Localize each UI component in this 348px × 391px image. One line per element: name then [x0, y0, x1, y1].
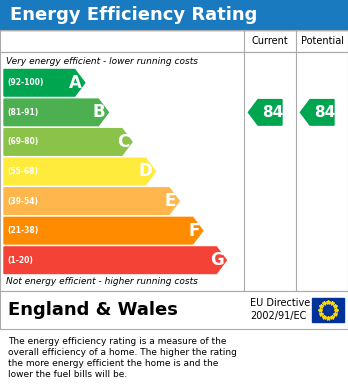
Polygon shape	[4, 188, 179, 214]
Polygon shape	[4, 99, 108, 126]
Text: Energy Efficiency Rating: Energy Efficiency Rating	[10, 6, 258, 24]
Text: England & Wales: England & Wales	[8, 301, 178, 319]
Text: D: D	[139, 163, 153, 181]
Text: 84: 84	[262, 105, 283, 120]
Bar	[0, 30, 348, 52]
Text: (1-20): (1-20)	[7, 256, 33, 265]
Text: 84: 84	[314, 105, 335, 120]
Text: overall efficiency of a home. The higher the rating: overall efficiency of a home. The higher…	[8, 348, 237, 357]
Text: G: G	[209, 251, 223, 269]
Polygon shape	[300, 100, 334, 125]
Bar	[0, 0, 348, 30]
Text: F: F	[188, 222, 200, 240]
Polygon shape	[4, 158, 156, 185]
Text: the more energy efficient the home is and the: the more energy efficient the home is an…	[8, 359, 219, 368]
Text: Current: Current	[252, 36, 288, 46]
Text: (92-100): (92-100)	[7, 78, 44, 87]
Text: The energy efficiency rating is a measure of the: The energy efficiency rating is a measur…	[8, 337, 227, 346]
Text: (69-80): (69-80)	[7, 137, 38, 146]
Text: Potential: Potential	[301, 36, 343, 46]
Text: Not energy efficient - higher running costs: Not energy efficient - higher running co…	[6, 278, 198, 287]
Text: B: B	[93, 103, 105, 121]
Polygon shape	[4, 129, 132, 155]
Text: A: A	[69, 74, 82, 92]
Text: E: E	[165, 192, 176, 210]
Bar	[312, 298, 344, 322]
Bar	[0, 52, 348, 291]
Text: EU Directive: EU Directive	[250, 298, 310, 308]
Polygon shape	[4, 247, 227, 273]
Text: (39-54): (39-54)	[7, 197, 38, 206]
Text: 2002/91/EC: 2002/91/EC	[250, 311, 306, 321]
Text: Very energy efficient - lower running costs: Very energy efficient - lower running co…	[6, 57, 198, 66]
Polygon shape	[248, 100, 282, 125]
Text: lower the fuel bills will be.: lower the fuel bills will be.	[8, 370, 127, 379]
Text: (21-38): (21-38)	[7, 226, 38, 235]
Polygon shape	[4, 217, 203, 244]
Polygon shape	[4, 70, 85, 96]
Text: C: C	[117, 133, 129, 151]
Text: (55-68): (55-68)	[7, 167, 38, 176]
Text: (81-91): (81-91)	[7, 108, 38, 117]
Bar	[0, 291, 348, 329]
